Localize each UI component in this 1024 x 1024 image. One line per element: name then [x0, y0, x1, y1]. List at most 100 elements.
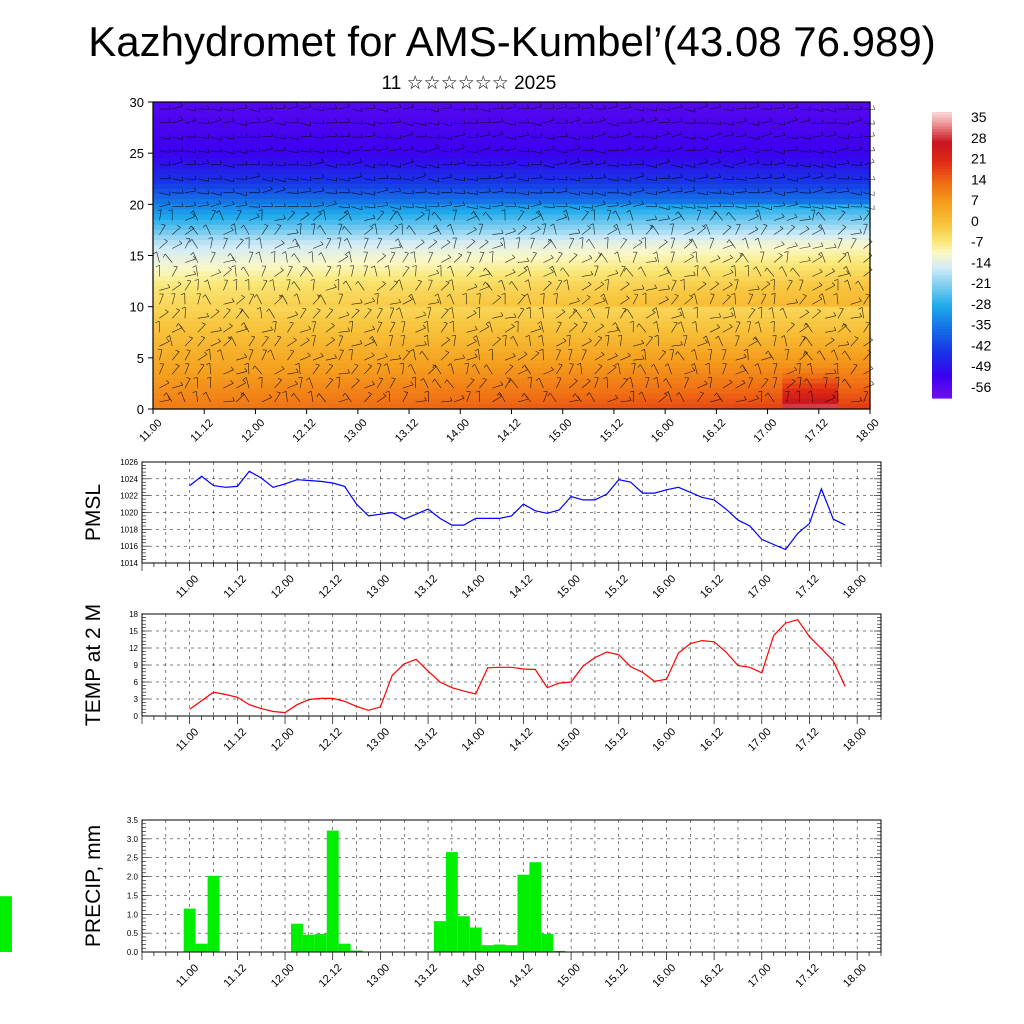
heatmap-cell [216, 132, 226, 139]
heatmap-cell [623, 122, 632, 129]
heatmap-cell [503, 275, 513, 282]
heatmap-cell [750, 337, 760, 344]
heatmap-cell [814, 142, 823, 149]
heatmap-cell [352, 368, 361, 374]
heatmap-cell [280, 403, 290, 410]
heatmap-cell [208, 306, 218, 313]
heatmap-cell [312, 219, 321, 226]
heatmap-cell [439, 388, 449, 395]
heatmap-cell [583, 122, 592, 129]
heatmap-cell [638, 332, 648, 338]
heatmap-cell [463, 132, 473, 139]
heatmap-cell [352, 209, 361, 216]
heatmap-cell [200, 112, 210, 118]
heatmap-cell [392, 112, 401, 118]
heatmap-cell [519, 235, 529, 241]
heatmap-cell [153, 255, 162, 262]
heatmap-cell [615, 153, 624, 159]
heatmap-cell [192, 158, 202, 164]
heatmap-cell [511, 235, 521, 241]
heatmap-cell [248, 393, 258, 400]
heatmap-cell [176, 127, 186, 134]
heatmap-cell [662, 291, 672, 298]
heatmap-cell [575, 240, 584, 246]
heatmap-cell [415, 158, 425, 164]
heatmap-cell [726, 214, 736, 221]
heatmap-cell [439, 265, 449, 272]
heatmap-cell [153, 163, 162, 170]
heatmap-cell [447, 286, 457, 292]
heatmap-cell [670, 132, 680, 139]
heatmap-cell [575, 316, 584, 323]
heatmap-cell [471, 209, 481, 216]
heatmap-cell [208, 107, 218, 113]
heatmap-cell [551, 173, 560, 180]
heatmap-cell [678, 286, 688, 292]
heatmap-cell [599, 224, 608, 231]
heatmap-cell [264, 132, 274, 139]
heatmap-cell [376, 158, 385, 164]
heatmap-cell [407, 306, 417, 313]
heatmap-cell [304, 296, 313, 303]
heatmap-cell [192, 275, 202, 282]
heatmap-cell [774, 209, 783, 216]
heatmap-cell [742, 137, 752, 144]
heatmap-cell [192, 403, 202, 410]
heatmap-cell [774, 296, 783, 303]
heatmap-cell [368, 153, 377, 159]
heatmap-cell [575, 199, 584, 205]
heatmap-cell [264, 117, 274, 124]
heatmap-cell [654, 142, 664, 149]
heatmap-cell [352, 347, 361, 354]
heatmap-cell [734, 316, 744, 323]
heatmap-cell [726, 235, 736, 241]
heatmap-cell [631, 270, 640, 277]
heatmap-cell [766, 117, 775, 124]
heatmap-cell [694, 362, 704, 369]
heatmap-cell [312, 158, 321, 164]
heatmap-cell [495, 270, 505, 277]
heatmap-cell [551, 148, 560, 154]
heatmap-cell [272, 342, 282, 349]
heatmap-cell [559, 393, 568, 400]
heatmap-cell [328, 240, 337, 246]
heatmap-cell [240, 311, 250, 318]
heatmap-cell [415, 224, 425, 231]
heatmap-cell [631, 173, 640, 180]
heatmap-cell [654, 224, 664, 231]
heatmap-cell [782, 183, 791, 190]
heatmap-cell [575, 183, 584, 190]
heatmap-cell [200, 194, 210, 200]
heatmap-cell [160, 137, 170, 144]
heatmap-cell [463, 337, 473, 344]
heatmap-cell [487, 301, 497, 308]
heatmap-cell [495, 163, 505, 170]
heatmap-cell [352, 388, 361, 395]
heatmap-cell [654, 214, 664, 221]
heatmap-cell [288, 188, 297, 195]
heatmap-cell [407, 194, 417, 200]
heatmap-cell [567, 378, 576, 385]
heatmap-cell [686, 337, 696, 344]
heatmap-cell [192, 301, 202, 308]
heatmap-cell [192, 260, 202, 267]
heatmap-cell [790, 107, 799, 113]
heatmap-cell [296, 229, 305, 236]
heatmap-cell [224, 291, 234, 298]
heatmap-cell [694, 158, 704, 164]
heatmap-cell [726, 183, 736, 190]
heatmap-cell [670, 306, 680, 313]
heatmap-cell [623, 357, 632, 364]
heatmap-cell [718, 194, 728, 200]
heatmap-cell [774, 229, 783, 236]
heatmap-cell [399, 393, 409, 400]
heatmap-cell [798, 270, 807, 277]
heatmap-cell [160, 183, 170, 190]
heatmap-cell [463, 265, 473, 272]
heatmap-cell [360, 265, 369, 272]
heatmap-cell [415, 378, 425, 385]
heatmap-cell [399, 378, 409, 385]
heatmap-cell [758, 194, 768, 200]
heatmap-cell [384, 403, 393, 410]
heatmap-cell [638, 403, 648, 410]
